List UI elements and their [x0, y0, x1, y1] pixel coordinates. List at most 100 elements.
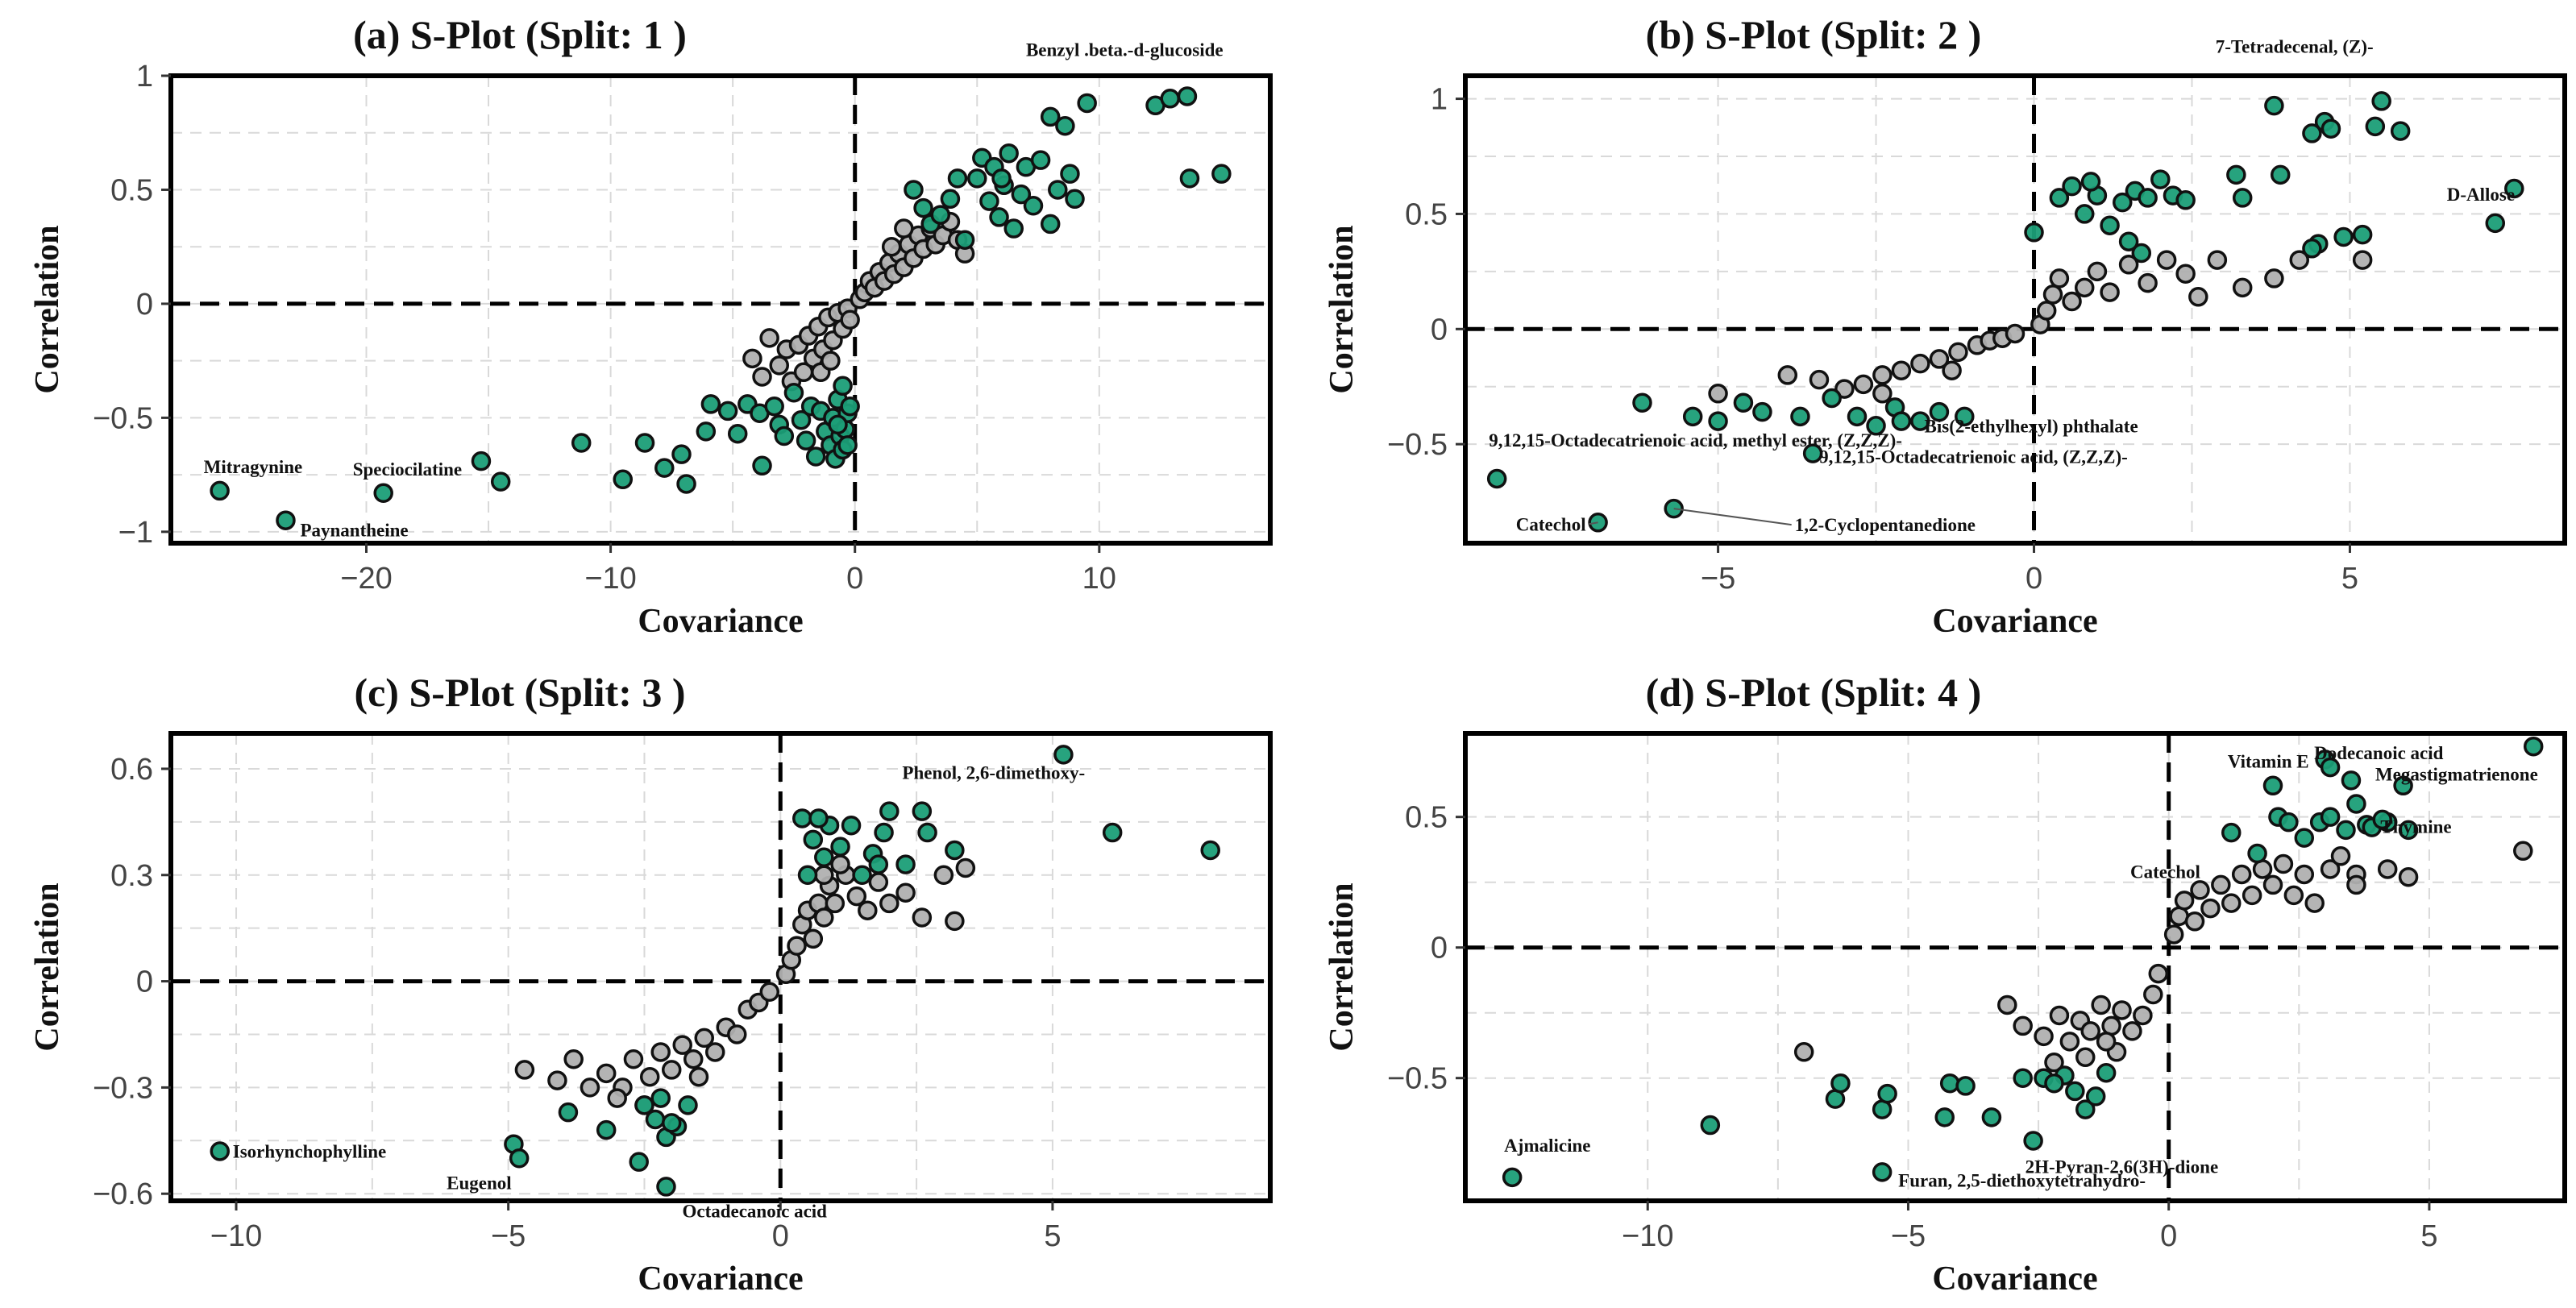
data-point-highlighted [471, 451, 492, 471]
data-point-highlighted [1102, 822, 1123, 843]
data-point-highlighted [2294, 828, 2315, 848]
data-point-highlighted [2113, 192, 2133, 213]
data-point-highlighted [1939, 1073, 1960, 1094]
data-point-highlighted [661, 1113, 682, 1133]
x-tick-label: 5 [1044, 1219, 1061, 1253]
data-point-highlighted [1040, 106, 1061, 127]
y-tick-label: 0.3 [110, 859, 153, 893]
data-point-highlighted [1910, 411, 1930, 431]
data-point-other [2074, 277, 2095, 298]
data-point-highlighted [1682, 406, 1703, 427]
point-annotation: 2H-Pyran-2,6(3H)-dione [2025, 1156, 2219, 1177]
data-point-highlighted [852, 865, 872, 886]
data-point-highlighted [930, 205, 951, 225]
data-point-other [596, 1063, 617, 1084]
data-point-highlighted [841, 815, 862, 836]
data-point-other [2200, 898, 2221, 919]
data-point-highlighted [2100, 215, 2120, 235]
data-point-highlighted [2013, 1068, 2033, 1088]
data-point-other [752, 367, 772, 387]
data-point-highlighted [2131, 243, 2152, 264]
data-point-highlighted [2175, 190, 2196, 210]
data-point-highlighted [1733, 392, 1754, 413]
data-point-other [2289, 250, 2310, 270]
data-point-highlighted [2138, 188, 2158, 208]
data-point-highlighted [613, 469, 634, 490]
data-point-highlighted [2085, 1086, 2106, 1107]
data-point-highlighted [373, 483, 393, 504]
data-point-highlighted [803, 829, 824, 850]
data-point-highlighted [1030, 150, 1051, 170]
data-point-highlighted [717, 401, 738, 421]
data-point-other [868, 872, 889, 892]
data-point-other [1872, 365, 1893, 385]
data-point-other [825, 893, 846, 914]
point-annotation: Catechol [2130, 862, 2200, 882]
data-point-other [704, 1042, 725, 1062]
data-point-other [2036, 301, 2057, 321]
data-point-highlighted [979, 191, 999, 211]
data-point-highlighted [2485, 213, 2506, 234]
data-point-other [2049, 1005, 2070, 1026]
x-tick-label: 5 [2420, 1219, 2437, 1253]
data-point-other [607, 1088, 627, 1108]
data-point-highlighted [1708, 411, 1728, 431]
y-tick-label: 0 [136, 965, 153, 999]
data-point-highlighted [1077, 93, 1097, 114]
point-annotation: 9,12,15-Octadecatrienoic acid, (Z,Z,Z)- [1819, 447, 2128, 467]
chart-panel-4: −10 −5 0 5 −0.5 0 0.5 (d) S-Plot (Split: 4 ) Cov… [1323, 670, 2567, 1298]
chart-panel-2: −5 0 5 −0.5 0 0.5 1 (b) S-Plot (Split: 2 ) Covar… [1323, 12, 2567, 640]
point-annotation: Thymine [2380, 816, 2451, 837]
data-point-highlighted [276, 510, 296, 530]
data-point-highlighted [671, 444, 692, 464]
data-point-highlighted [1200, 840, 1220, 861]
data-point-other [895, 882, 916, 903]
data-point-highlighted [2333, 226, 2354, 247]
chart-title: (b) S-Plot (Split: 2 ) [1646, 12, 1982, 57]
data-point-other [1809, 369, 1830, 390]
y-axis-label: Correlation [29, 225, 66, 393]
point-annotation: Catechol [1516, 514, 1586, 534]
data-point-highlighted [874, 822, 894, 843]
data-point-highlighted [1048, 180, 1068, 200]
data-point-highlighted [2320, 118, 2341, 139]
data-point-highlighted [1981, 1107, 2002, 1127]
data-point-highlighted [1955, 1076, 1976, 1096]
data-point-other [955, 857, 976, 878]
data-point-highlighted [1822, 388, 1842, 409]
data-point-highlighted [634, 1095, 654, 1115]
data-point-highlighted [2352, 224, 2373, 245]
data-point-highlighted [1700, 1115, 1721, 1136]
point-annotation: Octadecanoic acid [682, 1201, 827, 1221]
data-point-highlighted [828, 414, 848, 435]
data-point-other [2096, 1032, 2117, 1052]
data-point-highlighted [879, 801, 900, 821]
x-tick-label: −5 [491, 1219, 526, 1253]
data-point-highlighted [791, 409, 812, 430]
data-point-other [2190, 880, 2210, 900]
data-point-other [2330, 846, 2351, 866]
point-annotation: Eugenol [447, 1173, 512, 1193]
data-point-other [2148, 963, 2169, 984]
data-point-highlighted [2346, 794, 2366, 814]
data-point-other [894, 218, 914, 239]
data-point-other [688, 1066, 709, 1087]
data-point-highlighted [2049, 188, 2070, 208]
data-point-other [2143, 984, 2163, 1005]
data-point-other [563, 1048, 584, 1069]
data-point-highlighted [1955, 406, 1975, 427]
x-axis-label: Covariance [638, 603, 803, 640]
data-point-other [580, 1078, 600, 1098]
data-point-highlighted [2270, 164, 2291, 185]
x-tick-label: 0 [2025, 562, 2042, 596]
data-point-highlighted [1040, 214, 1061, 235]
data-point-other [2346, 874, 2366, 895]
data-point-highlighted [830, 837, 850, 857]
point-annotation: 9,12,15-Octadecatrienoic acid, methyl es… [1489, 430, 1902, 451]
data-point-other [2211, 874, 2231, 895]
data-point-other [2080, 1021, 2100, 1041]
data-point-other [547, 1070, 567, 1090]
y-tick-label: −0.6 [93, 1177, 153, 1211]
data-point-other [1997, 994, 2017, 1015]
